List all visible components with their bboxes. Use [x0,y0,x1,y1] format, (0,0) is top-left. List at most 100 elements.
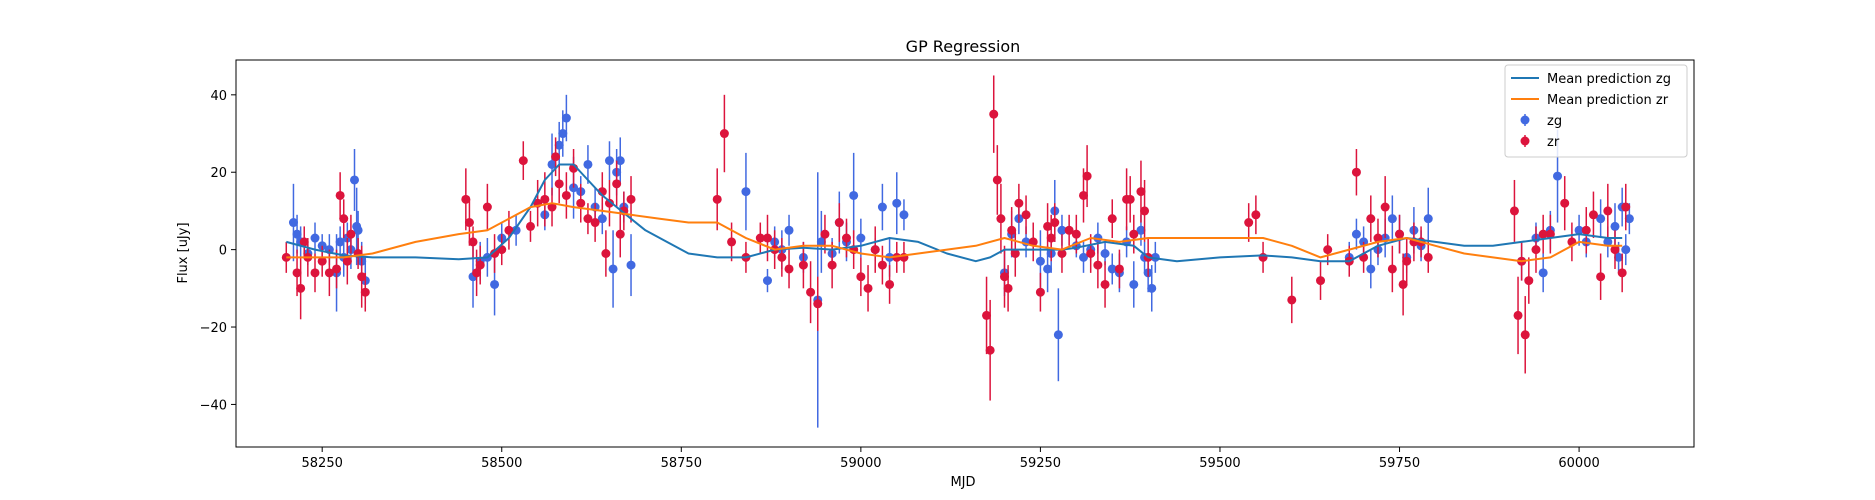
data-point-zr [554,179,564,189]
data-point-zr [1402,256,1412,266]
data-point-zr [547,202,557,212]
data-point-zg [1574,225,1584,235]
data-point-zg [856,233,866,243]
data-point-zr [1287,295,1297,305]
data-point-zr [1064,225,1074,235]
data-point-zg [583,159,593,169]
data-point-zg [1351,229,1361,239]
data-point-zr [317,256,327,266]
data-point-zr [719,129,729,139]
data-point-zr [1046,233,1056,243]
data-point-zr [525,221,535,231]
data-point-zr [820,229,830,239]
data-point-zr [1114,264,1124,274]
data-point-zr [1003,283,1013,293]
data-point-zr [601,249,611,258]
data-point-zr [1140,206,1150,216]
data-point-zr [281,252,291,262]
data-point-zr [1610,245,1620,255]
data-point-zg [604,156,614,166]
data-point-zg [1035,256,1045,266]
data-point-zr [1398,279,1408,289]
data-point-zg [597,214,607,224]
x-axis-label: MJD [950,475,975,490]
data-point-zr [1538,229,1548,239]
data-point-zr [1050,218,1060,228]
data-point-zr [296,283,306,293]
data-point-zg [626,260,636,270]
data-point-zr [1581,225,1591,235]
data-point-zg [1053,330,1063,340]
data-point-zr [518,156,528,166]
data-point-zr [1531,245,1541,255]
data-point-zg [1079,252,1089,262]
data-point-zr [583,214,593,224]
data-point-zr [1129,229,1139,239]
data-point-zg [608,264,618,274]
data-point-zg [310,233,320,243]
legend-label-zr-line: Mean prediction zr [1547,93,1669,108]
data-point-zr [1014,198,1024,208]
data-point-zr [342,256,352,266]
data-point-zr [490,249,500,258]
series-zg-points [288,94,1634,428]
data-point-zr [827,260,837,270]
data-point-zr [1057,249,1067,258]
data-point-zg [615,156,625,166]
data-point-zr [1010,249,1020,258]
data-point-zg [554,140,564,150]
data-point-zg [1553,171,1563,181]
data-point-zr [877,260,887,270]
data-point-zg [1129,279,1139,289]
data-point-zr [1100,279,1110,289]
data-point-zr [1093,260,1103,270]
data-point-zr [1251,210,1261,220]
data-point-zr [1007,225,1017,235]
data-point-zr [1000,272,1010,282]
y-axis: −40 −20 0 20 40 [200,89,236,413]
y-tick-label: 20 [210,166,227,181]
data-point-zr [806,287,816,297]
data-point-zr [1043,221,1053,231]
x-tick-label: 58750 [661,456,702,471]
y-tick-label: 40 [210,89,227,104]
legend-label-zg-points: zg [1547,114,1562,129]
data-point-zg [335,237,345,247]
data-point-zr [1028,237,1038,247]
data-point-zr [863,283,873,293]
legend-swatch-zg-points [1520,114,1530,126]
data-point-zr [870,245,880,255]
data-point-zg [547,159,557,169]
legend: Mean prediction zg Mean prediction zr zg… [1504,64,1688,158]
data-point-zr [985,345,995,355]
data-point-zr [472,268,482,278]
data-point-zg [353,225,363,235]
data-point-zr [1258,252,1268,262]
data-point-zr [1513,310,1523,320]
data-point-zr [992,175,1002,185]
plot-area-frame [235,59,1695,448]
data-point-zr [590,218,600,228]
data-point-zg [1624,214,1634,224]
data-point-zr [339,214,349,224]
data-point-zr [798,260,808,270]
data-point-zr [1596,272,1606,282]
y-tick-label: −40 [200,398,227,413]
data-point-zr [292,268,302,278]
data-point-zr [464,218,474,228]
data-point-zr [1588,210,1598,220]
data-point-zg [1107,264,1117,274]
data-point-zg [1387,214,1397,224]
data-point-zr [1545,229,1555,239]
x-tick-label: 59750 [1379,456,1420,471]
data-point-zg [350,175,360,185]
data-point-zr [1316,276,1326,286]
data-point-zr [762,233,772,243]
legend-box [1504,64,1688,158]
data-point-zr [357,272,367,282]
legend-swatch-zr-points [1520,135,1530,147]
x-tick-label: 58500 [481,456,522,471]
data-point-zg [490,279,500,289]
data-point-zr [1380,202,1390,212]
data-point-zg [292,229,302,239]
